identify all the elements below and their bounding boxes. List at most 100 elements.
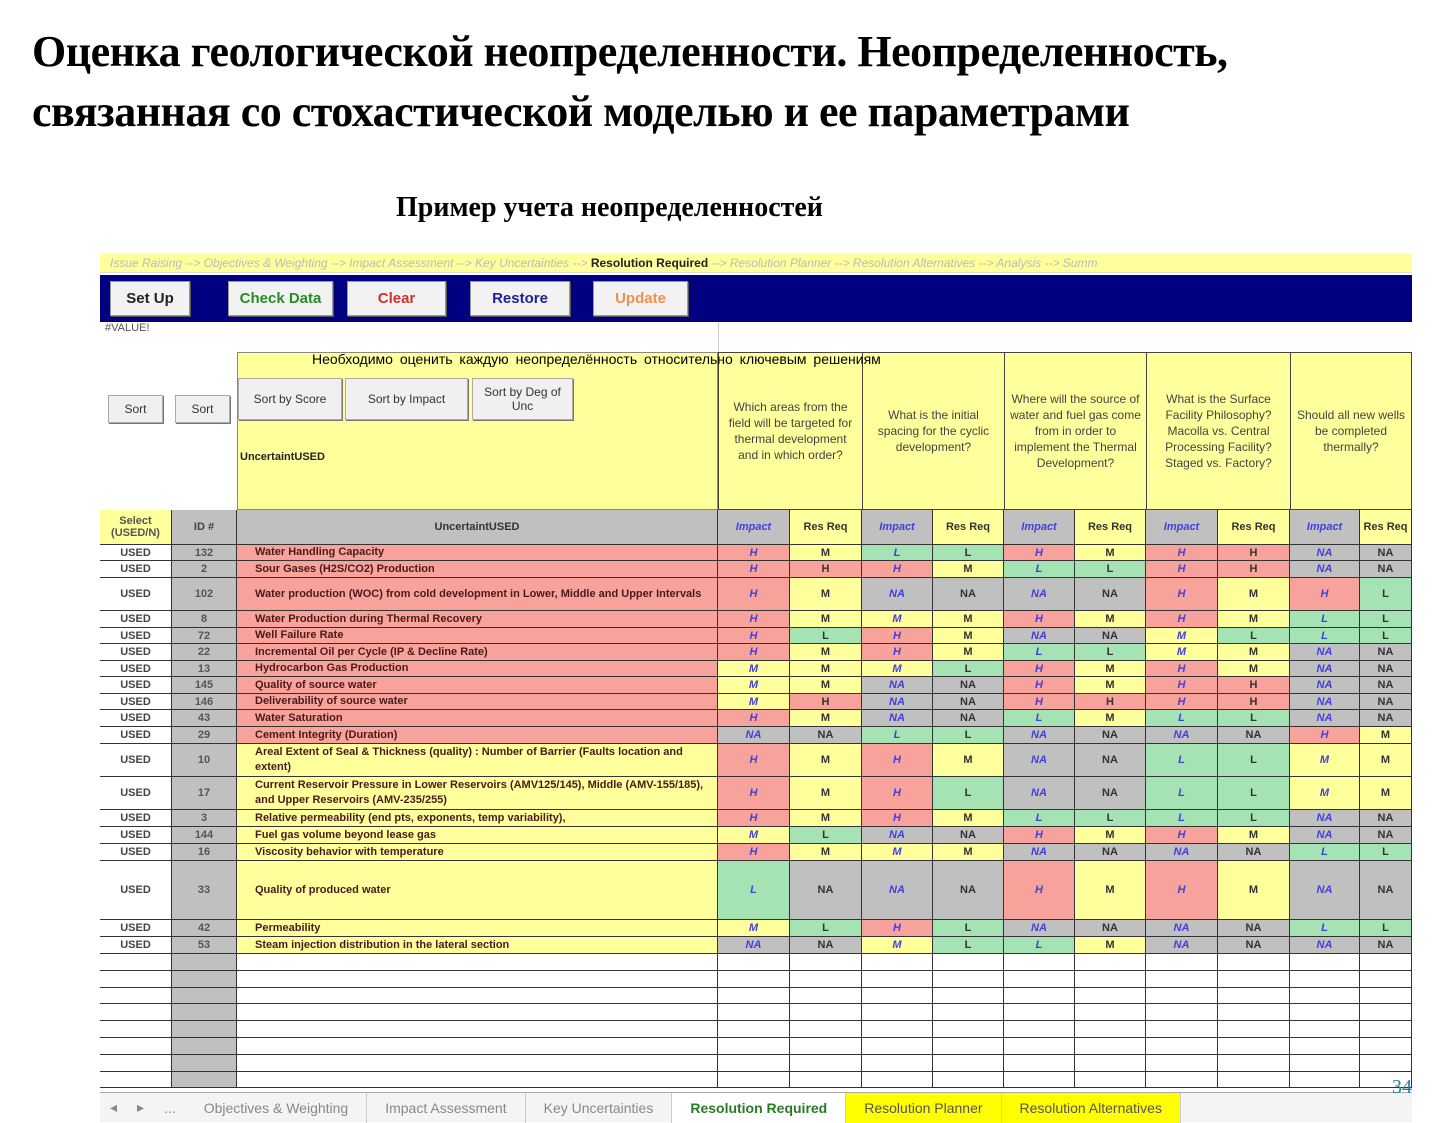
empty-cell[interactable] [862, 1004, 933, 1022]
empty-cell[interactable] [1360, 970, 1412, 988]
impact-rating[interactable]: M [1290, 744, 1360, 777]
empty-cell[interactable] [1290, 1054, 1360, 1072]
impact-rating[interactable]: H [1290, 727, 1360, 744]
res-req-rating[interactable]: M [1218, 861, 1290, 920]
res-req-rating[interactable]: NA [1360, 694, 1412, 710]
res-req-rating[interactable]: NA [790, 937, 862, 954]
empty-cell[interactable] [790, 970, 862, 988]
impact-rating[interactable]: H [718, 644, 790, 661]
sort-id-button[interactable]: Sort [175, 395, 230, 423]
impact-rating[interactable]: M [1146, 644, 1218, 661]
empty-cell[interactable] [1075, 1004, 1146, 1022]
select-cell[interactable]: USED [100, 644, 172, 661]
breadcrumb-after[interactable]: --> Resolution Planner --> Resolution Al… [708, 256, 1098, 270]
empty-cell[interactable] [1360, 1037, 1412, 1055]
select-cell[interactable]: USED [100, 545, 172, 561]
check-data-button[interactable]: Check Data [228, 281, 333, 316]
res-req-rating[interactable]: L [933, 937, 1004, 954]
res-req-rating[interactable]: M [790, 744, 862, 777]
select-cell[interactable]: USED [100, 777, 172, 810]
empty-cell[interactable] [790, 954, 862, 971]
impact-rating[interactable]: NA [1146, 844, 1218, 861]
res-req-rating[interactable]: M [1075, 937, 1146, 954]
empty-cell[interactable] [1075, 954, 1146, 971]
impact-rating[interactable]: H [1146, 661, 1218, 677]
tab-nav-prev[interactable]: ◂ [110, 1099, 118, 1115]
sheet-tab[interactable]: Impact Assessment [367, 1092, 526, 1123]
empty-cell[interactable] [1004, 1071, 1075, 1089]
impact-rating[interactable]: M [718, 677, 790, 694]
empty-cell[interactable] [1146, 970, 1218, 988]
impact-rating[interactable]: NA [1290, 644, 1360, 661]
res-req-rating[interactable]: M [1360, 744, 1412, 777]
empty-cell[interactable] [1146, 1004, 1218, 1022]
impact-rating[interactable]: NA [1290, 561, 1360, 578]
empty-cell[interactable] [1218, 954, 1290, 971]
impact-rating[interactable]: NA [1290, 827, 1360, 844]
res-req-rating[interactable]: NA [1360, 661, 1412, 677]
empty-cell[interactable] [718, 970, 790, 988]
res-req-rating[interactable]: L [1360, 844, 1412, 861]
select-cell[interactable]: USED [100, 677, 172, 694]
impact-rating[interactable]: H [862, 644, 933, 661]
setup-button[interactable]: Set Up [110, 281, 190, 316]
impact-rating[interactable]: NA [1146, 727, 1218, 744]
empty-cell[interactable] [862, 987, 933, 1005]
res-req-rating[interactable]: NA [933, 578, 1004, 611]
impact-rating[interactable]: NA [862, 861, 933, 920]
empty-cell[interactable] [237, 987, 718, 1005]
res-req-rating[interactable]: M [1360, 727, 1412, 744]
res-req-rating[interactable]: M [790, 578, 862, 611]
res-req-rating[interactable]: M [933, 644, 1004, 661]
res-req-rating[interactable]: NA [1218, 727, 1290, 744]
impact-rating[interactable]: NA [862, 694, 933, 710]
impact-rating[interactable]: H [862, 628, 933, 644]
breadcrumb-before[interactable]: Issue Raising --> Objectives & Weighting… [110, 256, 591, 270]
empty-cell[interactable] [1218, 1004, 1290, 1022]
impact-rating[interactable]: M [862, 611, 933, 628]
res-req-rating[interactable]: L [1360, 611, 1412, 628]
empty-cell[interactable] [718, 987, 790, 1005]
empty-cell[interactable] [1218, 1054, 1290, 1072]
empty-cell[interactable] [1146, 1071, 1218, 1089]
res-req-rating[interactable]: L [1218, 810, 1290, 827]
impact-rating[interactable]: H [1004, 661, 1075, 677]
empty-cell[interactable] [1218, 1071, 1290, 1089]
impact-rating[interactable]: L [862, 545, 933, 561]
empty-cell[interactable] [1290, 1071, 1360, 1089]
res-req-rating[interactable]: NA [1075, 578, 1146, 611]
empty-cell[interactable] [172, 1037, 237, 1055]
empty-cell[interactable] [1004, 1021, 1075, 1038]
empty-cell[interactable] [1146, 1054, 1218, 1072]
impact-rating[interactable]: L [1004, 710, 1075, 727]
impact-rating[interactable]: L [1004, 810, 1075, 827]
empty-cell[interactable] [718, 1021, 790, 1038]
empty-cell[interactable] [718, 1037, 790, 1055]
res-req-rating[interactable]: M [933, 810, 1004, 827]
sort-select-button[interactable]: Sort [108, 395, 163, 423]
res-req-rating[interactable]: NA [1218, 937, 1290, 954]
empty-cell[interactable] [862, 970, 933, 988]
res-req-rating[interactable]: L [1218, 710, 1290, 727]
empty-cell[interactable] [237, 954, 718, 971]
res-req-rating[interactable]: H [790, 694, 862, 710]
impact-rating[interactable]: M [1146, 628, 1218, 644]
clear-button[interactable]: Clear [347, 281, 446, 316]
empty-cell[interactable] [790, 1021, 862, 1038]
sheet-tab[interactable]: Key Uncertainties [526, 1092, 673, 1123]
empty-cell[interactable] [1075, 1037, 1146, 1055]
res-req-rating[interactable]: M [933, 611, 1004, 628]
empty-cell[interactable] [933, 1037, 1004, 1055]
empty-cell[interactable] [862, 954, 933, 971]
impact-rating[interactable]: M [862, 661, 933, 677]
res-req-rating[interactable]: NA [933, 694, 1004, 710]
impact-rating[interactable]: H [718, 844, 790, 861]
impact-rating[interactable]: H [1146, 861, 1218, 920]
res-req-rating[interactable]: L [1218, 628, 1290, 644]
empty-cell[interactable] [933, 1004, 1004, 1022]
res-req-rating[interactable]: NA [1075, 628, 1146, 644]
res-req-rating[interactable]: H [1218, 545, 1290, 561]
empty-cell[interactable] [237, 1037, 718, 1055]
res-req-rating[interactable]: L [933, 727, 1004, 744]
empty-cell[interactable] [100, 1021, 172, 1038]
